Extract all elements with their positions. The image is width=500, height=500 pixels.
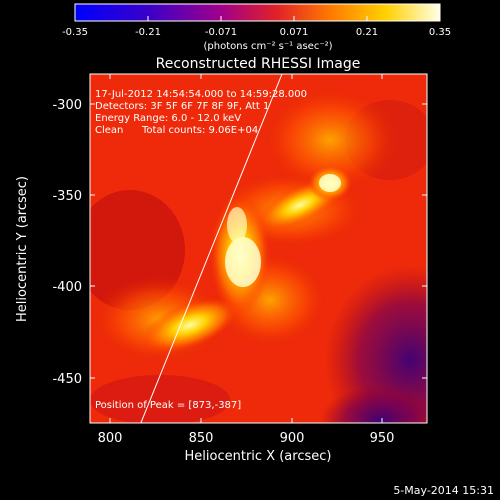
colorbar-ticks	[74, 16, 441, 21]
x-axis-label: Heliocentric X (arcsec)	[185, 449, 332, 464]
y-axis-ticks	[90, 103, 427, 379]
annotation-algorithm: Clean	[95, 125, 123, 136]
colorbar-tick-label: -0.071	[205, 27, 237, 38]
x-tick-label: 850	[189, 431, 214, 446]
plot-frame	[89, 73, 428, 424]
x-tick-label: 900	[280, 431, 305, 446]
solar-limb-line	[140, 74, 283, 423]
annotation-detectors: Detectors: 3F 5F 6F 7F 8F 9F, Att 1	[95, 101, 269, 112]
annotation-counts: Total counts: 9.06E+04	[141, 125, 258, 136]
colorbar	[74, 3, 441, 22]
annotation-time-range: 17-Jul-2012 14:54:54.000 to 14:59:28.000	[95, 89, 307, 100]
y-tick-label: -300	[52, 98, 82, 113]
y-axis-label: Heliocentric Y (arcsec)	[15, 176, 30, 322]
figure-title: Reconstructed RHESSI Image	[156, 56, 361, 72]
colorbar-tick-label: -0.21	[135, 27, 161, 38]
footer-date: 5-May-2014 15:31	[393, 484, 494, 497]
y-tick-label: -450	[52, 372, 82, 387]
x-tick-label: 800	[98, 431, 123, 446]
annotation-peak: Position of Peak = [873,-387]	[95, 400, 241, 411]
y-tick-label: -400	[52, 280, 82, 295]
x-axis-ticks	[109, 74, 383, 423]
colorbar-tick-label: 0.21	[356, 27, 378, 38]
colorbar-tick-label: -0.35	[62, 27, 88, 38]
colorbar-tick-label: 0.35	[429, 27, 451, 38]
x-tick-label: 950	[370, 431, 395, 446]
colorbar-unit-label: (photons cm⁻² s⁻¹ asec⁻²)	[203, 41, 332, 52]
rhessi-image	[90, 74, 427, 423]
y-tick-label: -350	[52, 189, 82, 204]
annotation-energy: Energy Range: 6.0 - 12.0 keV	[95, 113, 241, 124]
colorbar-tick-label: 0.071	[280, 27, 309, 38]
